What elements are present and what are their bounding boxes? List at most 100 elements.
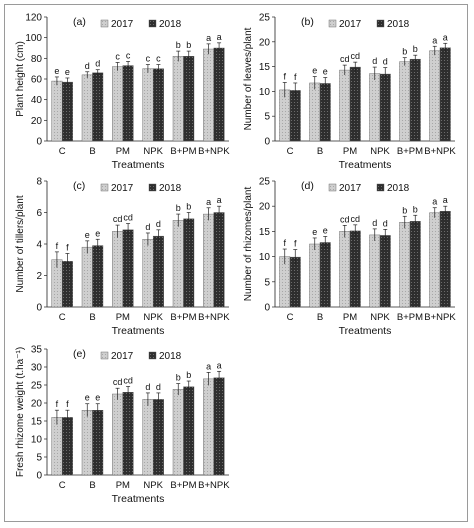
- significance-letter: b: [413, 204, 418, 214]
- y-tick-label: 20: [259, 202, 271, 213]
- legend-swatch-2017: [100, 19, 109, 28]
- y-tick-label: 25: [259, 177, 271, 188]
- significance-letter: e: [312, 227, 317, 237]
- x-tick-label: C: [59, 312, 66, 323]
- chart-panel-5: 0 5 10 15 20 25 30 35 Fresh rhizome weight (t.ha…: [15, 345, 230, 506]
- x-tick-label: C: [287, 312, 294, 323]
- significance-letter: e: [85, 393, 90, 403]
- significance-letter: cd: [123, 213, 133, 223]
- x-tick-label: B+NPK: [198, 312, 230, 323]
- significance-letter: f: [283, 238, 286, 248]
- panel-label: (d): [301, 180, 314, 192]
- significance-letter: d: [145, 382, 150, 392]
- legend-swatch-2017: [328, 19, 337, 28]
- x-tick-label: B+PM: [397, 146, 423, 157]
- y-tick-label: 10: [259, 252, 271, 263]
- significance-letter: cd: [113, 214, 123, 224]
- x-tick-label: B: [89, 146, 95, 157]
- y-tick-label: 0: [264, 303, 270, 314]
- x-tick-label: B+NPK: [198, 480, 230, 491]
- significance-letter: cd: [340, 54, 350, 64]
- bar-2018-B+NPK: [213, 212, 225, 308]
- significance-letter: cd: [340, 214, 350, 224]
- bar-2017-B+NPK: [203, 378, 215, 476]
- bar-2018-PM: [122, 65, 134, 142]
- y-tick-label: 5: [36, 453, 42, 464]
- significance-letter: b: [402, 47, 407, 57]
- y-tick-label: 5: [264, 277, 270, 288]
- bar-2018-PM: [122, 392, 134, 476]
- bar-2017-PM: [339, 231, 351, 308]
- x-tick-label: NPK: [143, 146, 163, 157]
- bar-2018-B+NPK: [439, 47, 451, 142]
- y-tick-label: 10: [259, 87, 271, 98]
- significance-letter: f: [56, 241, 59, 251]
- bar-2017-B: [309, 82, 321, 142]
- bar-2017-B+PM: [172, 389, 184, 476]
- bar-2017-B+NPK: [203, 213, 215, 308]
- bar-2017-PM: [112, 393, 124, 476]
- bar-2017-B+NPK: [429, 212, 441, 308]
- legend-swatch-2018: [148, 19, 157, 28]
- bar-2017-PM: [339, 69, 351, 142]
- significance-letter: f: [283, 71, 286, 81]
- y-tick-label: 15: [259, 227, 271, 238]
- significance-letter: a: [432, 197, 437, 207]
- chart-panel-3: 0 2 4 6 8 Number of tillers/plant Treatments (c…: [15, 177, 230, 338]
- y-tick-label: 2: [36, 271, 42, 282]
- bar-2018-B+NPK: [439, 211, 451, 308]
- x-tick-label: B+PM: [170, 312, 196, 323]
- significance-letter: cd: [350, 214, 360, 224]
- bar-2018-B+PM: [183, 386, 195, 476]
- significance-letter: cd: [350, 51, 360, 61]
- bar-2018-B: [319, 242, 331, 308]
- legend-label-2017: 2017: [339, 183, 362, 194]
- significance-letter: c: [126, 50, 131, 60]
- significance-letter: a: [217, 360, 222, 370]
- significance-letter: cd: [123, 375, 133, 385]
- significance-letter: d: [383, 218, 388, 228]
- bar-2017-B+NPK: [429, 50, 441, 142]
- panel-label: (a): [73, 16, 86, 28]
- y-axis-label: Number of rhizomes/plant: [243, 187, 254, 302]
- x-tick-label: NPK: [143, 480, 163, 491]
- chart-panel-1: 0 20 40 60 80 100 120 Plant height (cm) Treatmen…: [15, 13, 230, 172]
- y-tick-label: 0: [264, 137, 270, 148]
- y-tick-label: 20: [259, 37, 271, 48]
- significance-letter: d: [383, 57, 388, 67]
- y-tick-label: 10: [31, 435, 43, 446]
- significance-letter: e: [312, 66, 317, 76]
- legend-label-2017: 2017: [111, 351, 134, 362]
- y-tick-label: 15: [259, 62, 271, 73]
- y-tick-label: 20: [31, 399, 43, 410]
- bar-2018-B: [92, 410, 104, 476]
- bar-2018-C: [61, 81, 73, 142]
- significance-letter: e: [95, 393, 100, 403]
- bar-2017-C: [51, 80, 63, 142]
- significance-letter: f: [66, 242, 69, 252]
- x-tick-label: B+NPK: [424, 146, 456, 157]
- y-tick-label: 25: [259, 13, 271, 24]
- bar-2018-C: [289, 90, 301, 142]
- y-tick-label: 30: [31, 363, 43, 374]
- y-tick-label: 0: [36, 471, 42, 482]
- x-tick-label: B: [89, 312, 95, 323]
- y-tick-label: 40: [31, 95, 43, 106]
- bar-2018-NPK: [379, 73, 391, 142]
- x-tick-label: C: [59, 480, 66, 491]
- x-tick-label: NPK: [370, 146, 390, 157]
- bar-2017-NPK: [142, 399, 154, 476]
- y-tick-label: 20: [31, 116, 43, 127]
- bar-2017-B: [309, 243, 321, 308]
- y-axis-label: Number of leaves/plant: [243, 27, 254, 130]
- legend-swatch-2017: [100, 183, 109, 192]
- legend-label-2017: 2017: [111, 19, 134, 30]
- x-tick-label: B+NPK: [198, 146, 230, 157]
- bar-2017-B+PM: [172, 56, 184, 142]
- legend-label-2018: 2018: [159, 183, 182, 194]
- bar-2017-C: [279, 89, 291, 142]
- y-tick-label: 100: [25, 33, 42, 44]
- bar-2017-NPK: [142, 68, 154, 142]
- bar-2018-PM: [349, 230, 361, 308]
